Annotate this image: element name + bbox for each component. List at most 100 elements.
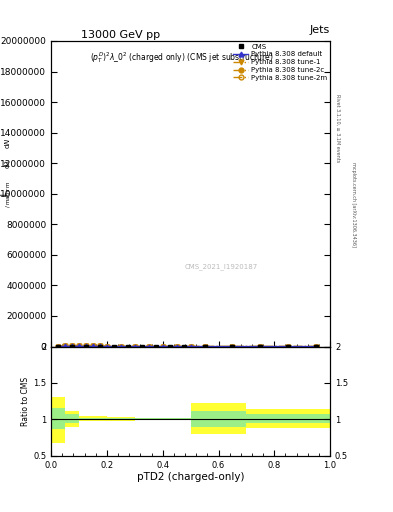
CMS (84, 344, 88, 350)
Pythia 8.308 tune-2m (91, 344, 95, 350)
Pythia 8.308 tune-2m (70, 343, 74, 349)
Pythia 8.308 default (70, 343, 74, 349)
CMS (70, 344, 74, 350)
Pythia 8.308 tune-1 (56, 344, 61, 350)
CMS (153, 344, 158, 350)
Line: Pythia 8.308 tune-2c: Pythia 8.308 tune-2c (56, 344, 319, 349)
Pythia 8.308 tune-1 (70, 343, 74, 349)
Pythia 8.308 tune-2c (84, 343, 88, 349)
CMS (181, 344, 186, 350)
Text: / $\mathrm{mathrm}$: / $\mathrm{mathrm}$ (4, 181, 12, 208)
Title: 13000 GeV pp: 13000 GeV pp (81, 30, 160, 40)
Text: $(p_T^D)^2\lambda\_0^2$ (charged only) (CMS jet substructure): $(p_T^D)^2\lambda\_0^2$ (charged only) (… (90, 50, 274, 65)
Pythia 8.308 tune-2m (84, 343, 88, 349)
Pythia 8.308 default (56, 344, 61, 350)
CMS (125, 344, 130, 350)
Pythia 8.308 default (91, 344, 95, 350)
Text: Rivet 3.1.10, ≥ 3.1M events: Rivet 3.1.10, ≥ 3.1M events (336, 94, 340, 162)
Pythia 8.308 tune-2c (258, 344, 263, 350)
Pythia 8.308 tune-1 (105, 344, 109, 350)
Pythia 8.308 tune-2c (77, 343, 81, 349)
Pythia 8.308 tune-2m (202, 344, 207, 350)
Pythia 8.308 tune-2c (188, 344, 193, 350)
Pythia 8.308 tune-1 (63, 344, 68, 350)
Pythia 8.308 default (174, 344, 179, 350)
Text: mcplots.cern.ch [arXiv:1306.3436]: mcplots.cern.ch [arXiv:1306.3436] (351, 162, 356, 247)
Pythia 8.308 tune-1 (314, 344, 318, 350)
Pythia 8.308 tune-2c (230, 344, 235, 350)
CMS (258, 344, 263, 350)
Pythia 8.308 default (84, 343, 88, 349)
Pythia 8.308 tune-2m (63, 344, 68, 350)
Text: $\mathrm{d}\lambda$: $\mathrm{d}\lambda$ (4, 159, 12, 169)
Pythia 8.308 tune-2c (105, 344, 109, 350)
Pythia 8.308 tune-1 (132, 344, 137, 350)
Pythia 8.308 tune-2m (146, 344, 151, 350)
Pythia 8.308 default (77, 343, 81, 349)
Line: Pythia 8.308 tune-1: Pythia 8.308 tune-1 (56, 344, 319, 349)
Pythia 8.308 tune-1 (97, 344, 102, 350)
Pythia 8.308 tune-2m (132, 344, 137, 350)
Pythia 8.308 tune-2c (63, 344, 68, 350)
Pythia 8.308 tune-2m (56, 344, 61, 350)
CMS (202, 344, 207, 350)
Pythia 8.308 default (286, 344, 291, 350)
Line: CMS: CMS (56, 344, 319, 349)
Pythia 8.308 default (119, 344, 123, 350)
Legend: CMS, Pythia 8.308 default, Pythia 8.308 tune-1, Pythia 8.308 tune-2c, Pythia 8.3: CMS, Pythia 8.308 default, Pythia 8.308 … (232, 42, 329, 82)
Pythia 8.308 tune-2c (132, 344, 137, 350)
Pythia 8.308 default (146, 344, 151, 350)
Pythia 8.308 tune-2m (160, 344, 165, 350)
Pythia 8.308 tune-1 (286, 344, 291, 350)
Pythia 8.308 tune-2m (230, 344, 235, 350)
Pythia 8.308 tune-1 (174, 344, 179, 350)
Pythia 8.308 tune-1 (160, 344, 165, 350)
CMS (140, 344, 144, 350)
Pythia 8.308 tune-2c (174, 344, 179, 350)
Pythia 8.308 tune-2m (119, 344, 123, 350)
Line: Pythia 8.308 tune-2m: Pythia 8.308 tune-2m (56, 344, 319, 349)
Pythia 8.308 tune-2c (91, 344, 95, 350)
CMS (230, 344, 235, 350)
Pythia 8.308 tune-2m (314, 344, 318, 350)
Pythia 8.308 tune-2m (77, 343, 81, 349)
Pythia 8.308 tune-2c (97, 344, 102, 350)
Pythia 8.308 tune-1 (146, 344, 151, 350)
Pythia 8.308 default (202, 344, 207, 350)
Pythia 8.308 tune-1 (188, 344, 193, 350)
CMS (97, 344, 102, 350)
Pythia 8.308 tune-2c (286, 344, 291, 350)
Pythia 8.308 tune-2c (146, 344, 151, 350)
Text: Jets: Jets (310, 25, 330, 35)
Pythia 8.308 tune-1 (119, 344, 123, 350)
Pythia 8.308 default (258, 344, 263, 350)
CMS (112, 344, 116, 350)
Y-axis label: Ratio to CMS: Ratio to CMS (21, 376, 30, 425)
Pythia 8.308 tune-2c (119, 344, 123, 350)
Pythia 8.308 default (314, 344, 318, 350)
Pythia 8.308 tune-1 (77, 343, 81, 349)
CMS (314, 344, 318, 350)
CMS (286, 344, 291, 350)
Pythia 8.308 default (132, 344, 137, 350)
Pythia 8.308 tune-2c (202, 344, 207, 350)
Pythia 8.308 tune-2m (105, 344, 109, 350)
Pythia 8.308 tune-2m (258, 344, 263, 350)
CMS (56, 344, 61, 350)
Text: 1: 1 (0, 192, 8, 197)
Pythia 8.308 tune-2m (188, 344, 193, 350)
Line: Pythia 8.308 default: Pythia 8.308 default (56, 344, 319, 349)
Text: $\mathrm{d}N$: $\mathrm{d}N$ (4, 138, 12, 149)
Pythia 8.308 default (63, 344, 68, 350)
Pythia 8.308 tune-2m (286, 344, 291, 350)
Pythia 8.308 tune-2c (70, 343, 74, 349)
Pythia 8.308 tune-2m (97, 344, 102, 350)
Pythia 8.308 tune-1 (84, 343, 88, 349)
X-axis label: pTD2 (charged-only): pTD2 (charged-only) (137, 472, 244, 482)
Pythia 8.308 tune-2m (174, 344, 179, 350)
Pythia 8.308 tune-1 (202, 344, 207, 350)
Pythia 8.308 default (160, 344, 165, 350)
Pythia 8.308 default (230, 344, 235, 350)
Pythia 8.308 tune-1 (230, 344, 235, 350)
CMS (167, 344, 172, 350)
